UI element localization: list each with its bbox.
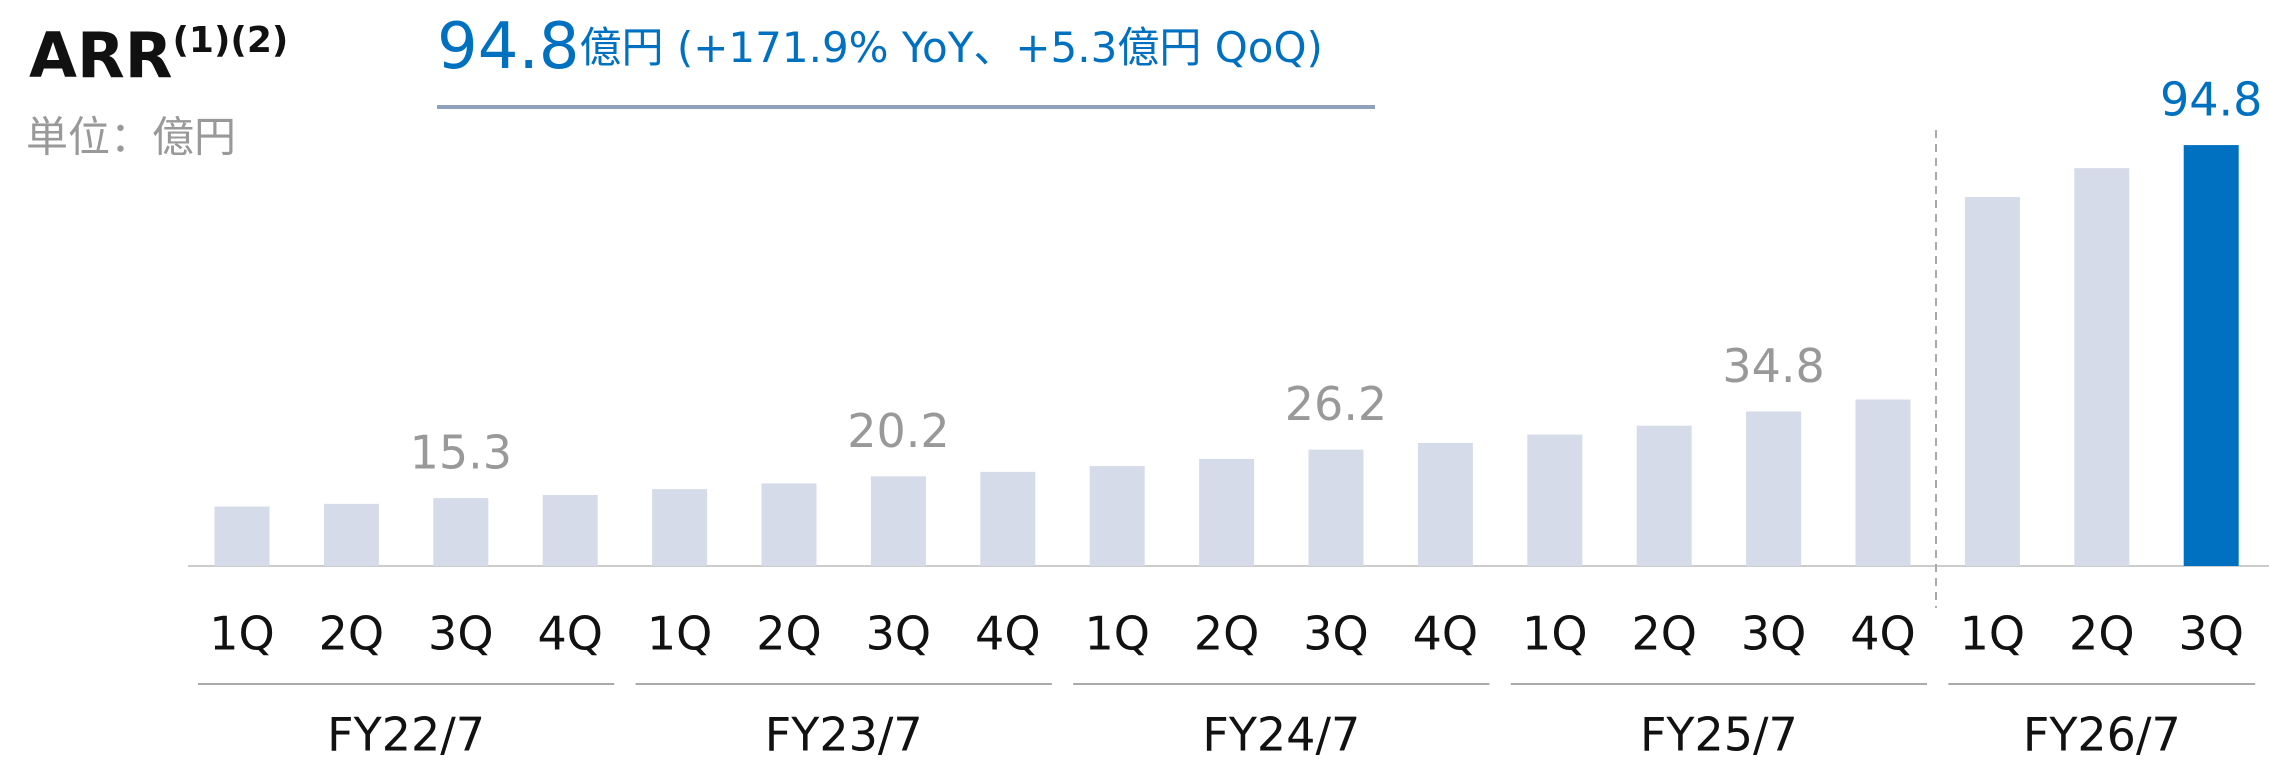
- x-tick-label: 1Q: [1084, 607, 1149, 661]
- x-tick-label: 2Q: [319, 607, 384, 661]
- bar: [1199, 458, 1255, 566]
- bar: [652, 489, 708, 566]
- x-tick-label: 3Q: [1741, 607, 1806, 661]
- bar: [1964, 197, 2020, 566]
- value-label: 26.2: [1285, 377, 1387, 431]
- bar: [1527, 434, 1583, 566]
- group-label: FY24/7: [1202, 708, 1360, 761]
- x-tick-label: 4Q: [975, 607, 1040, 661]
- group-label: FY25/7: [1640, 708, 1798, 761]
- unit-label: 単位：億円: [26, 113, 236, 162]
- bar: [2183, 145, 2239, 566]
- x-tick-label: 2Q: [756, 607, 821, 661]
- bar: [323, 503, 379, 566]
- x-tick-label: 1Q: [1522, 607, 1587, 661]
- title-note: (1)(2): [172, 20, 288, 61]
- x-tick-label: 2Q: [1631, 607, 1696, 661]
- bar: [1308, 449, 1364, 566]
- headline-value: 94.8: [437, 10, 580, 84]
- bar: [433, 498, 489, 566]
- bar: [1089, 466, 1145, 566]
- chart-title: ARR(1)(2): [29, 19, 288, 92]
- bar: [761, 483, 817, 566]
- x-tick-label: 2Q: [1194, 607, 1259, 661]
- x-tick-label: 1Q: [1960, 607, 2025, 661]
- value-label: 34.8: [1722, 339, 1824, 393]
- bar: [214, 506, 270, 566]
- x-tick-label: 4Q: [537, 607, 602, 661]
- value-label: 15.3: [410, 426, 512, 480]
- x-tick-label: 2Q: [2069, 607, 2134, 661]
- bar: [980, 471, 1036, 566]
- bar: [1746, 411, 1802, 566]
- x-tick-label: 4Q: [1850, 607, 1915, 661]
- x-tick-label: 1Q: [209, 607, 274, 661]
- group-label: FY22/7: [327, 708, 485, 761]
- title-text: ARR: [29, 19, 172, 92]
- headline-text: 億円 (+171.9% YoY、+5.3億円 QoQ): [580, 23, 1323, 72]
- bar: [2074, 168, 2130, 566]
- x-tick-label: 4Q: [1413, 607, 1478, 661]
- group-label: FY23/7: [765, 708, 923, 761]
- x-tick-label: 3Q: [428, 607, 493, 661]
- value-label: 20.2: [847, 404, 949, 458]
- bar: [542, 494, 598, 566]
- x-tick-label: 3Q: [866, 607, 931, 661]
- value-label: 94.8: [2160, 73, 2262, 127]
- group-label: FY26/7: [2023, 708, 2181, 761]
- headline: 94.8億円 (+171.9% YoY、+5.3億円 QoQ): [437, 10, 1323, 84]
- x-tick-label: 3Q: [2178, 607, 2243, 661]
- bar: [1636, 425, 1692, 566]
- x-tick-label: 1Q: [647, 607, 712, 661]
- x-tick-label: 3Q: [1303, 607, 1368, 661]
- bar: [1417, 443, 1473, 566]
- bar: [1855, 399, 1911, 566]
- bar: [870, 476, 926, 566]
